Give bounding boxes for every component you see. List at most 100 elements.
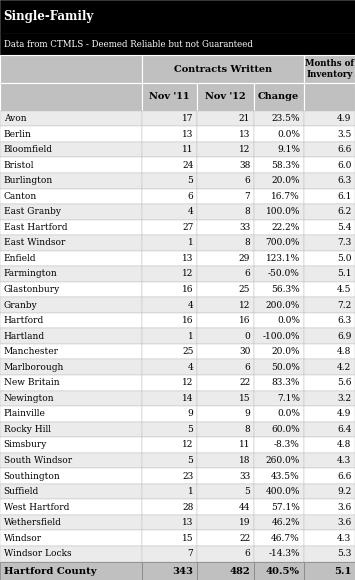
Text: Avon: Avon [4, 114, 26, 123]
Text: 1: 1 [188, 238, 193, 248]
Bar [304, 298, 355, 313]
Bar [304, 546, 355, 561]
Bar [197, 142, 254, 157]
Text: 6.2: 6.2 [337, 207, 351, 216]
Bar [0, 282, 142, 298]
Text: Windsor Locks: Windsor Locks [4, 549, 71, 559]
Text: 57.1%: 57.1% [271, 503, 300, 512]
Bar [254, 406, 304, 422]
Bar [0, 173, 142, 189]
Text: 4: 4 [188, 300, 193, 310]
Text: 9: 9 [188, 409, 193, 418]
Text: 19: 19 [239, 518, 250, 527]
Text: Enfield: Enfield [4, 254, 36, 263]
Bar [304, 83, 355, 111]
Bar [254, 126, 304, 142]
Bar [304, 188, 355, 204]
Text: 18: 18 [239, 456, 250, 465]
Text: 0.0%: 0.0% [277, 409, 300, 418]
Bar [142, 188, 197, 204]
Bar [254, 251, 304, 266]
Text: 8: 8 [245, 238, 250, 248]
Text: 5: 5 [244, 487, 250, 496]
Text: 46.2%: 46.2% [271, 518, 300, 527]
Bar [142, 298, 197, 313]
Bar [197, 453, 254, 468]
Bar [197, 298, 254, 313]
Text: 40.5%: 40.5% [266, 567, 300, 576]
Text: 12: 12 [239, 300, 250, 310]
Text: 33: 33 [239, 472, 250, 481]
Text: Marlborough: Marlborough [4, 362, 64, 372]
Text: 58.3%: 58.3% [271, 161, 300, 170]
Text: 4.9: 4.9 [337, 409, 351, 418]
Bar [0, 375, 142, 390]
Text: Change: Change [258, 92, 299, 101]
Text: East Hartford: East Hartford [4, 223, 67, 232]
Text: Hartford: Hartford [4, 316, 44, 325]
Text: 200.0%: 200.0% [266, 300, 300, 310]
Bar [254, 188, 304, 204]
Bar [0, 266, 142, 282]
Bar [197, 360, 254, 375]
Text: 13: 13 [182, 518, 193, 527]
Bar [142, 390, 197, 406]
Bar [254, 235, 304, 251]
Text: 8: 8 [245, 207, 250, 216]
Text: Suffield: Suffield [4, 487, 39, 496]
Bar [197, 111, 254, 126]
Bar [142, 111, 197, 126]
Bar [0, 126, 142, 142]
Text: 5: 5 [187, 456, 193, 465]
Text: 14: 14 [182, 394, 193, 403]
Text: 50.0%: 50.0% [271, 362, 300, 372]
Text: Data from CTMLS - Deemed Reliable but not Guaranteed: Data from CTMLS - Deemed Reliable but no… [4, 39, 252, 49]
Text: 11: 11 [182, 145, 193, 154]
Text: 6.4: 6.4 [337, 425, 351, 434]
Text: 22.2%: 22.2% [272, 223, 300, 232]
Bar [304, 531, 355, 546]
Text: 6.9: 6.9 [337, 332, 351, 340]
Text: Bloomfield: Bloomfield [4, 145, 53, 154]
Text: Farmington: Farmington [4, 270, 57, 278]
Text: 6.0: 6.0 [337, 161, 351, 170]
Bar [304, 360, 355, 375]
Bar [254, 360, 304, 375]
Bar [142, 453, 197, 468]
Text: 4.3: 4.3 [337, 534, 351, 543]
Bar [142, 126, 197, 142]
Text: 5.1: 5.1 [337, 270, 351, 278]
Bar [0, 515, 142, 531]
Text: Nov '12: Nov '12 [205, 92, 246, 101]
Bar [197, 266, 254, 282]
Text: 8: 8 [245, 425, 250, 434]
Bar [142, 406, 197, 422]
Text: 23.5%: 23.5% [271, 114, 300, 123]
Bar [254, 157, 304, 173]
Text: Berlin: Berlin [4, 129, 32, 139]
Bar [304, 453, 355, 468]
Bar [142, 531, 197, 546]
Bar [142, 173, 197, 189]
Bar [197, 561, 254, 580]
Text: Rocky Hill: Rocky Hill [4, 425, 50, 434]
Bar [142, 266, 197, 282]
Bar [304, 142, 355, 157]
Text: 7.2: 7.2 [337, 300, 351, 310]
Text: 16: 16 [182, 316, 193, 325]
Bar [304, 328, 355, 344]
Bar [0, 111, 142, 126]
Bar [304, 204, 355, 220]
Text: -100.0%: -100.0% [262, 332, 300, 340]
Bar [254, 220, 304, 235]
Text: 9.1%: 9.1% [277, 145, 300, 154]
Bar [142, 220, 197, 235]
Bar [304, 422, 355, 437]
Bar [254, 531, 304, 546]
Bar [0, 406, 142, 422]
Text: 7: 7 [245, 192, 250, 201]
Text: 33: 33 [239, 223, 250, 232]
Text: Newington: Newington [4, 394, 54, 403]
Bar [197, 126, 254, 142]
Bar [142, 437, 197, 453]
